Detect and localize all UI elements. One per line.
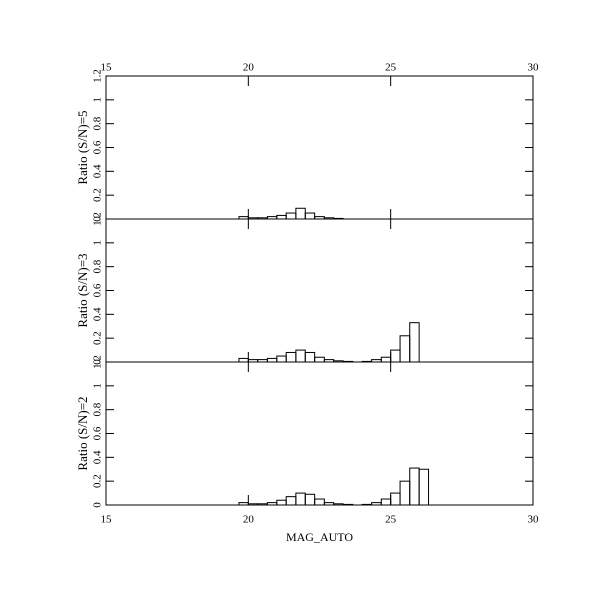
histogram-bar	[380, 498, 392, 506]
y-axis-label: Ratio (S/N)=3	[75, 253, 90, 327]
x-tick-label: 25	[385, 514, 397, 526]
histogram-bar	[238, 502, 249, 506]
histogram-bar	[276, 355, 287, 363]
y-tick-label: 0.4	[92, 450, 104, 464]
x-tick-label: 20	[243, 62, 255, 74]
histogram-bar	[266, 357, 278, 363]
histogram-bar	[276, 214, 287, 220]
histogram-bar	[266, 502, 278, 506]
y-axis-label: Ratio (S/N)=2	[75, 396, 90, 470]
y-tick-label: 0.4	[92, 164, 104, 178]
y-tick-label: 1.2	[92, 212, 104, 226]
histogram-bar	[285, 496, 297, 506]
x-tick-label: 15	[101, 514, 113, 526]
y-tick-label: 0.8	[92, 116, 104, 130]
y-axis-label: Ratio (S/N)=5	[75, 110, 90, 184]
histogram-bar	[304, 212, 316, 220]
y-tick-label: 1.2	[92, 69, 104, 83]
histogram-bar	[371, 502, 382, 506]
histogram-bar	[314, 498, 325, 506]
x-tick-label: 30	[528, 62, 540, 74]
y-tick-label: 0.8	[92, 402, 104, 416]
histogram-bar	[390, 492, 401, 506]
plot-frame	[105, 218, 534, 363]
histogram-bar	[276, 499, 287, 506]
y-tick-label: 0.6	[92, 283, 104, 297]
y-tick-label: 1	[92, 383, 104, 389]
y-tick-label: 1	[92, 240, 104, 246]
histogram-bar	[399, 480, 411, 506]
x-axis-label: MAG_AUTO	[286, 530, 353, 544]
y-tick-label: 1.2	[92, 355, 104, 369]
y-tick-label: 0	[92, 359, 104, 365]
y-tick-label: 0.2	[92, 188, 104, 202]
histogram-bar	[257, 503, 268, 506]
histogram-bar	[390, 349, 401, 363]
histogram-bar	[323, 502, 335, 506]
x-tick-label: 15	[101, 62, 113, 74]
histogram-bar	[238, 357, 249, 363]
plot-frame	[105, 361, 534, 506]
histogram-bar	[399, 335, 411, 363]
histogram-bar	[418, 468, 430, 506]
y-tick-label: 1	[92, 97, 104, 103]
histogram-bar	[380, 356, 392, 363]
x-tick-label: 25	[385, 62, 397, 74]
histogram-bar	[295, 492, 306, 506]
histogram-bar	[333, 503, 344, 506]
histogram-bar	[314, 356, 325, 363]
histogram-bar	[304, 493, 316, 506]
x-tick-label: 30	[528, 514, 540, 526]
histogram-bar	[361, 503, 373, 506]
y-tick-label: 0.8	[92, 259, 104, 273]
histogram-bar	[285, 212, 297, 220]
histogram-bar	[285, 351, 297, 363]
histogram-bar	[409, 322, 420, 363]
histogram-bar	[295, 207, 306, 220]
histogram-bar	[295, 349, 306, 363]
x-tick-label: 20	[243, 514, 255, 526]
y-tick-label: 0.6	[92, 426, 104, 440]
y-tick-label: 0.2	[92, 331, 104, 345]
histogram-bar	[247, 503, 259, 506]
y-tick-label: 0	[92, 216, 104, 222]
histogram-bar	[409, 467, 420, 506]
histogram-bar	[304, 351, 316, 363]
plot-frame	[105, 75, 534, 220]
y-tick-label: 0.4	[92, 307, 104, 321]
y-tick-label: 0.6	[92, 140, 104, 154]
y-tick-label: 0	[92, 502, 104, 508]
y-tick-label: 0.2	[92, 474, 104, 488]
histogram-bar	[342, 503, 354, 506]
